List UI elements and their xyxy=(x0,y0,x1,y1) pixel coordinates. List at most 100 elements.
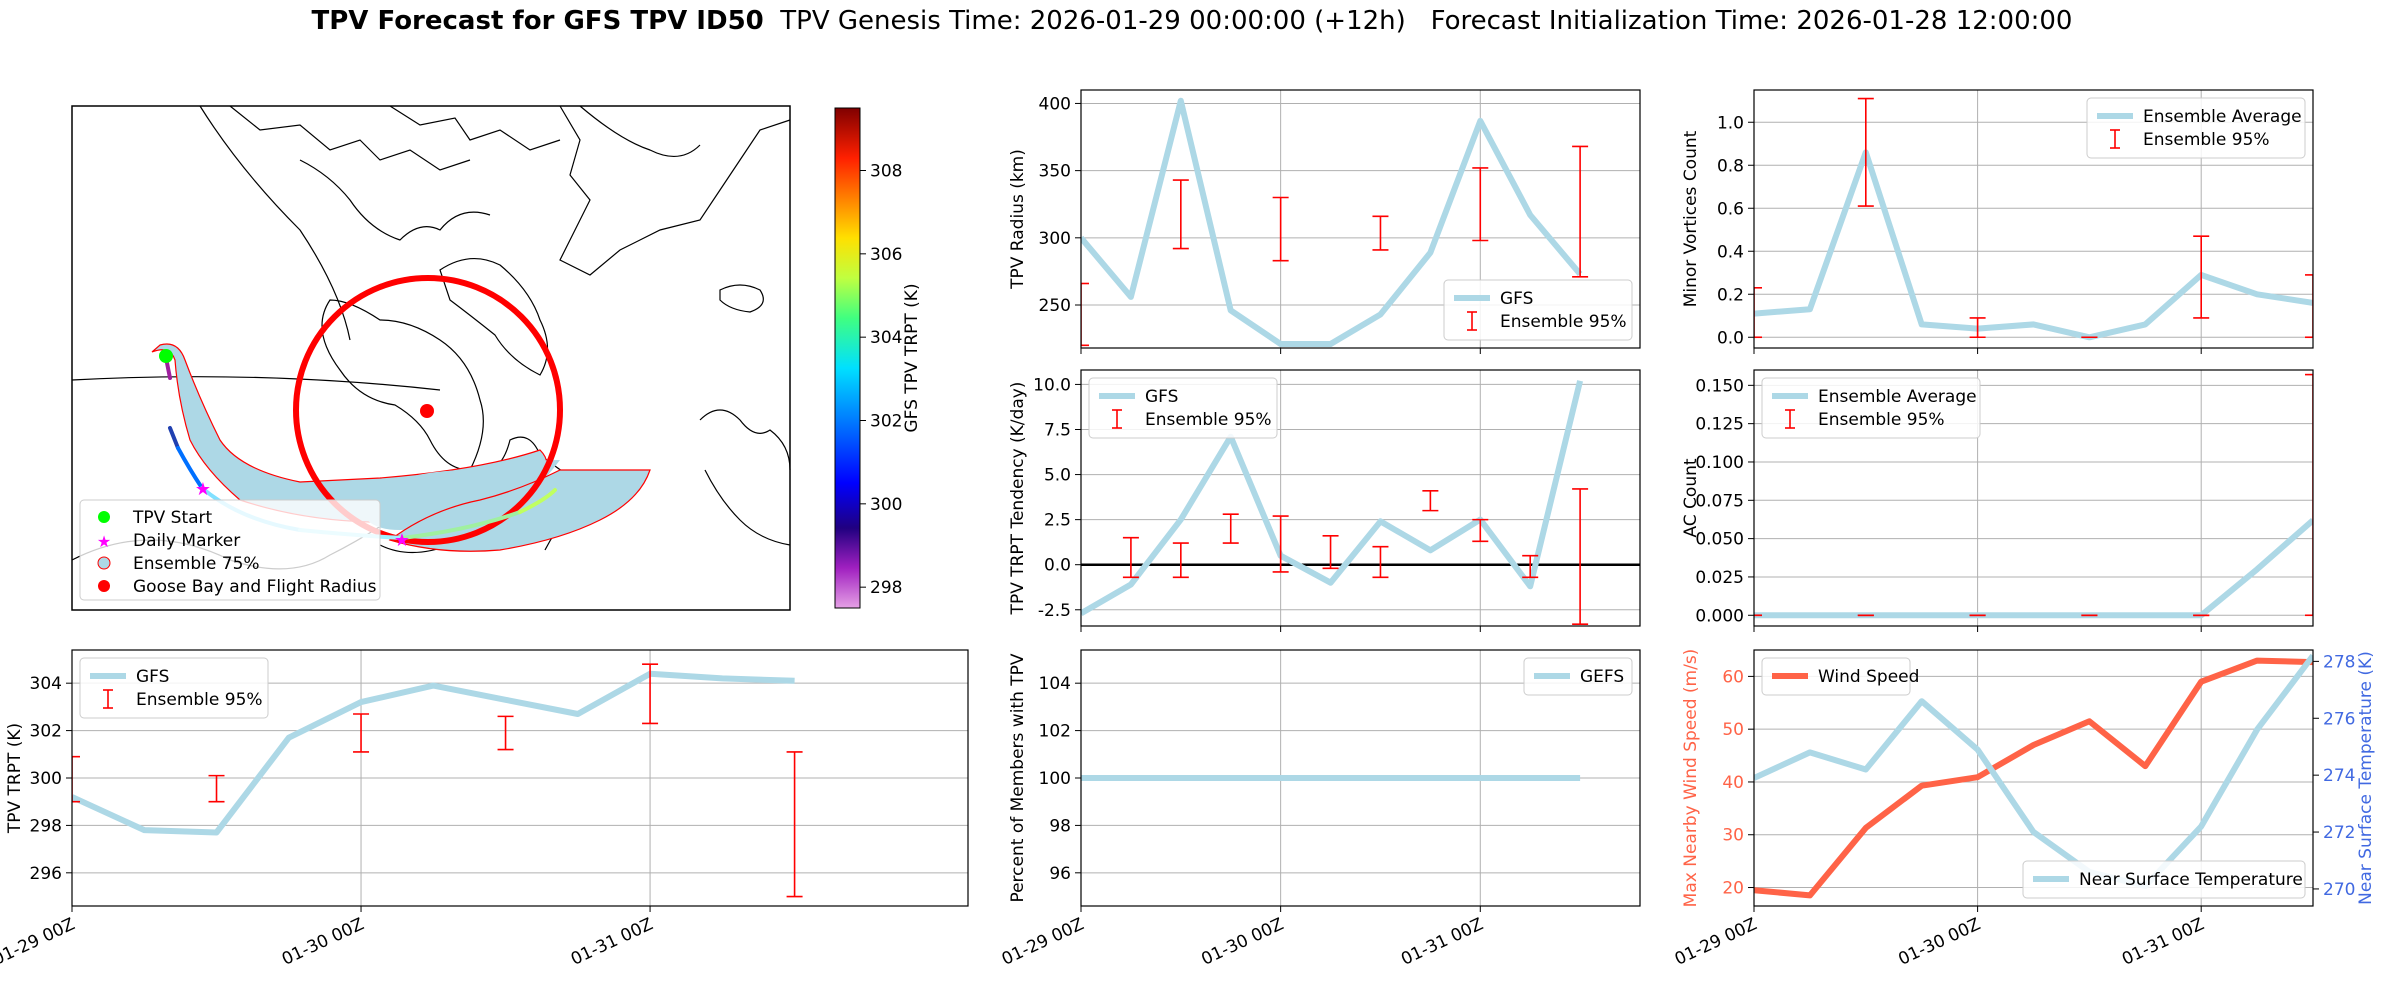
daily-marker-2: ★ xyxy=(394,530,410,551)
y-axis-label: Max Nearby Wind Speed (m/s) xyxy=(1681,649,1701,908)
error-bar xyxy=(1572,488,1589,625)
y-axis-label: TPV TRPT (K) xyxy=(5,723,25,834)
error-bar xyxy=(1372,545,1389,579)
legend-errorbar-icon xyxy=(1467,311,1477,331)
error-bar xyxy=(2193,235,2210,319)
plot-series xyxy=(1754,373,2313,619)
legend-label: Ensemble 95% xyxy=(136,690,263,710)
plot-frame xyxy=(1080,369,1641,627)
plot-frame xyxy=(1753,89,2314,349)
error-bar xyxy=(1122,536,1139,579)
error-bar xyxy=(2305,274,2313,339)
chart-legend: GFS Ensemble 95% xyxy=(1088,377,1278,439)
x-tick-label: 01-30 00Z xyxy=(1895,914,1983,969)
y-tick-label: 296 xyxy=(30,864,62,884)
y-tick-label: 2.5 xyxy=(1044,511,1071,531)
x-tick-label: 01-31 00Z xyxy=(1398,914,1486,969)
y-axis-label: Minor Vortices Count xyxy=(1681,130,1701,307)
plot-frame xyxy=(1753,369,2314,627)
error-bar xyxy=(1857,97,1874,207)
series-line-gfs xyxy=(72,670,795,836)
series-line-wind-speed xyxy=(1754,657,2313,899)
y2-axis-label: Near Surface Temperature (K) xyxy=(2356,651,2376,905)
y-tick-label: 7.5 xyxy=(1044,420,1071,440)
plot-series xyxy=(72,663,803,898)
legend-goose-bay: Goose Bay and Flight Radius xyxy=(133,577,377,597)
error-bar xyxy=(1081,282,1089,347)
error-bar xyxy=(1272,515,1289,573)
legend-daily-marker: Daily Marker xyxy=(133,531,240,551)
y-tick-label: 298 xyxy=(30,816,62,836)
y-tick-label: 102 xyxy=(1039,722,1071,742)
plot-frame xyxy=(71,649,969,907)
error-bar xyxy=(2305,373,2313,617)
chart-legend: Ensemble Average Ensemble 95% xyxy=(2086,97,2306,159)
error-bar xyxy=(1472,167,1489,242)
legend-tpv-start: TPV Start xyxy=(132,508,213,528)
x-tick-label: 01-29 00Z xyxy=(1672,914,1760,969)
error-bar xyxy=(1969,317,1986,339)
colorbar-tick-label: 300 xyxy=(870,495,902,515)
y-tick-label: 0.000 xyxy=(1695,606,1744,626)
y-tick-label: 40 xyxy=(1722,773,1744,793)
colorbar-tick-label: 306 xyxy=(870,245,902,265)
legend-label: Ensemble 95% xyxy=(2143,130,2270,150)
legend-goose-bay-icon xyxy=(98,580,110,592)
error-bar xyxy=(642,663,659,725)
chart-legend: Ensemble Average Ensemble 95% xyxy=(1761,377,1981,439)
y-tick-label: 20 xyxy=(1722,879,1744,899)
map-panel: ★ ★ TPV Start ★ Daily Marker Ensemble 75… xyxy=(71,105,791,611)
y2-tick-label: 276 xyxy=(2323,709,2355,729)
error-bar xyxy=(1372,215,1389,251)
legend-errorbar-icon xyxy=(103,689,113,709)
figure-title: TPV Forecast for GFS TPV ID50 TPV Genesi… xyxy=(0,6,2384,36)
error-bar xyxy=(1172,179,1189,250)
y-tick-label: 300 xyxy=(30,769,62,789)
x-tick-label: 01-30 00Z xyxy=(1198,914,1286,969)
figure-title-bold: TPV Forecast for GFS TPV ID50 xyxy=(311,6,764,36)
chart-wind: 20 30 40 50 60 01-29 00Z 01-30 00Z 01-31 00Z Max… xyxy=(1672,649,2376,970)
x-tick-label: 01-29 00Z xyxy=(0,914,78,969)
ensemble-75-area-east xyxy=(360,460,560,530)
legend-label: Near Surface Temperature xyxy=(2079,870,2303,890)
error-bar xyxy=(1422,489,1439,512)
colorbar-tick-label: 302 xyxy=(870,412,902,432)
legend-tpv-start-icon xyxy=(98,511,110,523)
y-tick-label: 0.4 xyxy=(1717,242,1744,262)
series-line-near-surface-temperature xyxy=(1754,653,2313,890)
y-tick-label: 60 xyxy=(1722,667,1744,687)
series-line-gfs xyxy=(1081,97,1583,347)
y-tick-label: 50 xyxy=(1722,720,1744,740)
chart-legend: Wind Speed xyxy=(1761,657,1919,696)
legend-errorbar-icon xyxy=(2110,129,2120,149)
y-tick-label: 0.0 xyxy=(1044,556,1071,576)
y2-tick-label: 270 xyxy=(2323,880,2355,900)
x-tick-label: 01-31 00Z xyxy=(568,914,656,969)
colorbar-label: GFS TPV TRPT (K) xyxy=(902,283,922,432)
y-tick-label: 30 xyxy=(1722,826,1744,846)
error-bar xyxy=(1272,196,1289,262)
plot-series xyxy=(1754,653,2313,899)
y-tick-label: 10.0 xyxy=(1033,375,1071,395)
error-bar xyxy=(1322,535,1339,570)
y2-tick-label: 272 xyxy=(2323,823,2355,843)
error-bar xyxy=(1222,513,1239,544)
y-tick-label: 0.6 xyxy=(1717,199,1744,219)
plot-series xyxy=(1081,380,1589,625)
y-tick-label: 0.8 xyxy=(1717,156,1744,176)
error-bar xyxy=(1572,145,1589,278)
legend-label: Ensemble 95% xyxy=(1500,312,1627,332)
chart-legend: Near Surface Temperature xyxy=(2022,860,2306,899)
colorbar-tick-label: 308 xyxy=(870,162,902,182)
y-tick-label: 100 xyxy=(1039,769,1071,789)
chart-ac: 0.000 0.025 0.050 0.075 0.100 0.125 0.150 AC Co… xyxy=(1681,369,2314,632)
y-tick-label: 96 xyxy=(1049,864,1071,884)
flight-radius-circle xyxy=(293,275,563,545)
figure-title-rest: TPV Genesis Time: 2026-01-29 00:00:00 (+… xyxy=(763,6,2073,36)
chart-trpt: 296 298 300 302 304 01-29 00Z 01-30 00Z 01-31 0… xyxy=(0,649,969,970)
plot-frame xyxy=(1753,649,2314,907)
error-bar xyxy=(1522,554,1539,579)
y-tick-label: 0.0 xyxy=(1717,328,1744,348)
y-axis-label: TPV Radius (km) xyxy=(1008,149,1028,290)
